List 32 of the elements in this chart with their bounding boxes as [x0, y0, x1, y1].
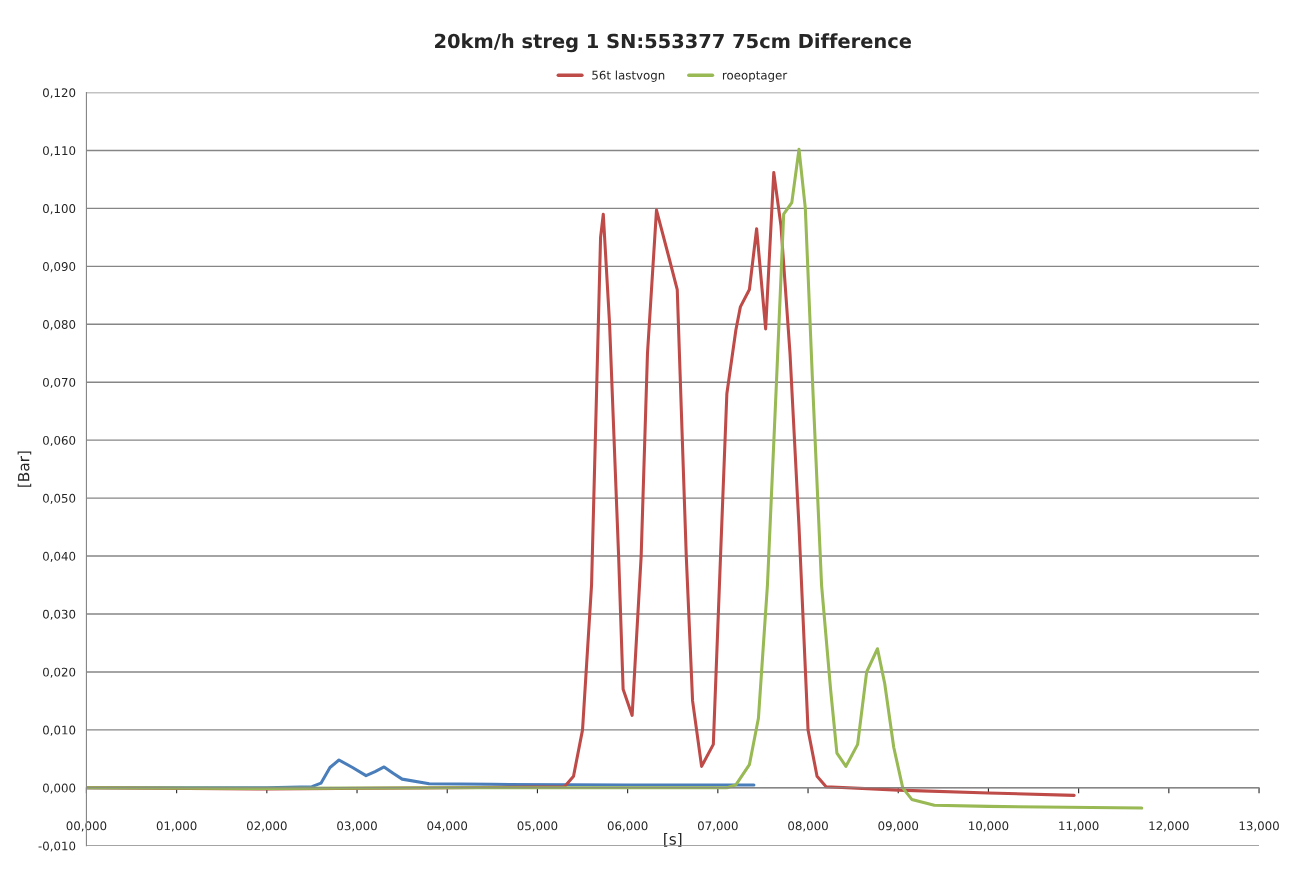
- x-tick-label: 05,000: [517, 821, 558, 832]
- y-tick-label: 0,040: [42, 551, 76, 562]
- legend-label: roeoptager: [722, 71, 788, 82]
- y-tick-label: 0,000: [42, 783, 76, 794]
- x-tick-label: 03,000: [337, 821, 377, 832]
- x-tick-label: 07,000: [697, 821, 738, 832]
- x-tick-label: 04,000: [427, 821, 468, 832]
- y-tick-label: -0,010: [38, 841, 76, 852]
- y-tick-label: 0,090: [42, 262, 76, 273]
- y-tick-label: 0,060: [42, 435, 76, 447]
- y-tick-label: 0,050: [42, 493, 76, 504]
- y-tick-label: 0,110: [42, 146, 76, 157]
- y-tick-label: 0,010: [42, 725, 76, 736]
- x-tick-label: 02,000: [246, 821, 287, 832]
- legend-label: 56t lastvogn: [592, 70, 665, 82]
- y-tick-label: 0,100: [42, 204, 76, 215]
- x-tick-label: 11,000: [1059, 821, 1099, 832]
- x-tick-label: 01,000: [156, 821, 197, 832]
- x-tick-label: 12,000: [1149, 821, 1189, 832]
- y-tick-label: 0,070: [42, 377, 76, 389]
- y-axis-title: [Bar]: [17, 451, 32, 487]
- x-tick-label: 10,000: [969, 821, 1009, 832]
- chart-title: 20km/h streg 1 SN:553377 75cm Difference: [435, 33, 912, 53]
- x-tick-label: 13,000: [1239, 821, 1279, 832]
- x-tick-label: 09,000: [878, 821, 919, 832]
- x-tick-label: 06,000: [607, 821, 648, 832]
- y-tick-label: 0,030: [42, 609, 76, 620]
- y-tick-label: 0,020: [42, 667, 76, 678]
- y-tick-label: 0,120: [42, 88, 76, 99]
- y-tick-label: 0,080: [42, 320, 76, 331]
- x-tick-label: 08,000: [788, 821, 828, 832]
- x-axis-title: [s]: [664, 833, 682, 847]
